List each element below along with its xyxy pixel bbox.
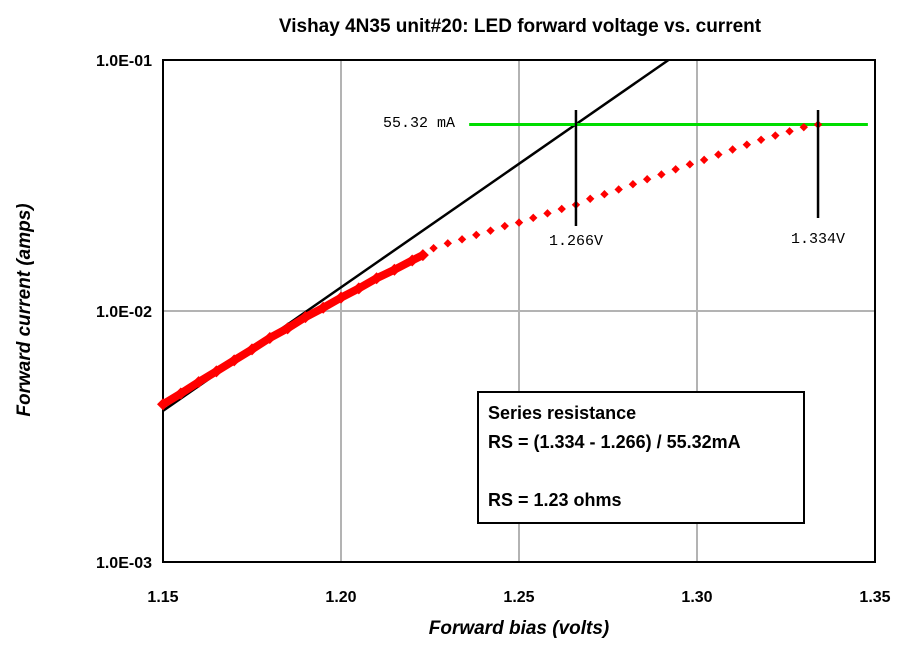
x-axis-label: Forward bias (volts) [429,618,610,639]
data-point [685,160,695,169]
x-tick-label: 1.25 [503,589,534,606]
voltage-label-1266: 1.266V [549,233,603,250]
data-point [671,165,680,174]
x-tick-label: 1.20 [325,589,356,606]
x-tick-label: 1.35 [859,589,890,606]
dense-data-band [160,251,425,408]
x-tick-label: 1.15 [147,589,178,606]
y-tick-label: 1.0E-01 [96,53,152,70]
x-tick-label: 1.30 [681,589,712,606]
current-label: 55.32 mA [383,115,455,132]
data-point [600,189,609,199]
data-point [799,122,808,132]
textbox-line1: Series resistance [488,403,636,423]
textbox-line3: RS = 1.23 ohms [488,490,622,510]
y-tick-label: 1.0E-03 [96,555,152,572]
data-point [557,204,566,214]
data-point [642,175,652,184]
data-point [472,230,481,240]
data-point [728,145,737,154]
data-point [543,209,552,218]
voltage-markers [574,110,820,226]
data-point [628,180,638,189]
y-tick-label: 1.0E-02 [96,304,152,321]
line-series [162,58,868,412]
data-point [486,226,495,235]
data-point [614,185,623,194]
data-point [771,131,780,140]
textbox-line2: RS = (1.334 - 1.266) / 55.32mA [488,432,741,452]
data-point [785,127,794,136]
series-resistance-box: Series resistance RS = (1.334 - 1.266) /… [477,391,805,524]
data-point [514,218,524,227]
data-point [586,194,595,203]
chart-title: Vishay 4N35 unit#20: LED forward voltage… [279,16,762,37]
y-axis-label: Forward current (amps) [14,203,35,416]
data-point [529,213,538,223]
voltage-label-1334: 1.334V [791,231,845,248]
y-tick-labels: 1.0E-03 1.0E-02 1.0E-01 [96,53,152,572]
data-point [714,150,723,159]
data-point [742,140,752,149]
data-point [756,135,766,144]
data-point [657,170,666,179]
data-point [500,221,509,231]
x-tick-labels: 1.15 1.20 1.25 1.30 1.35 [147,589,890,606]
data-point [457,235,467,244]
textbox-frame [477,391,805,524]
plot-area [162,59,876,563]
data-point [429,243,438,253]
data-point [699,155,709,165]
data-point [443,239,452,248]
data-points [157,120,823,411]
